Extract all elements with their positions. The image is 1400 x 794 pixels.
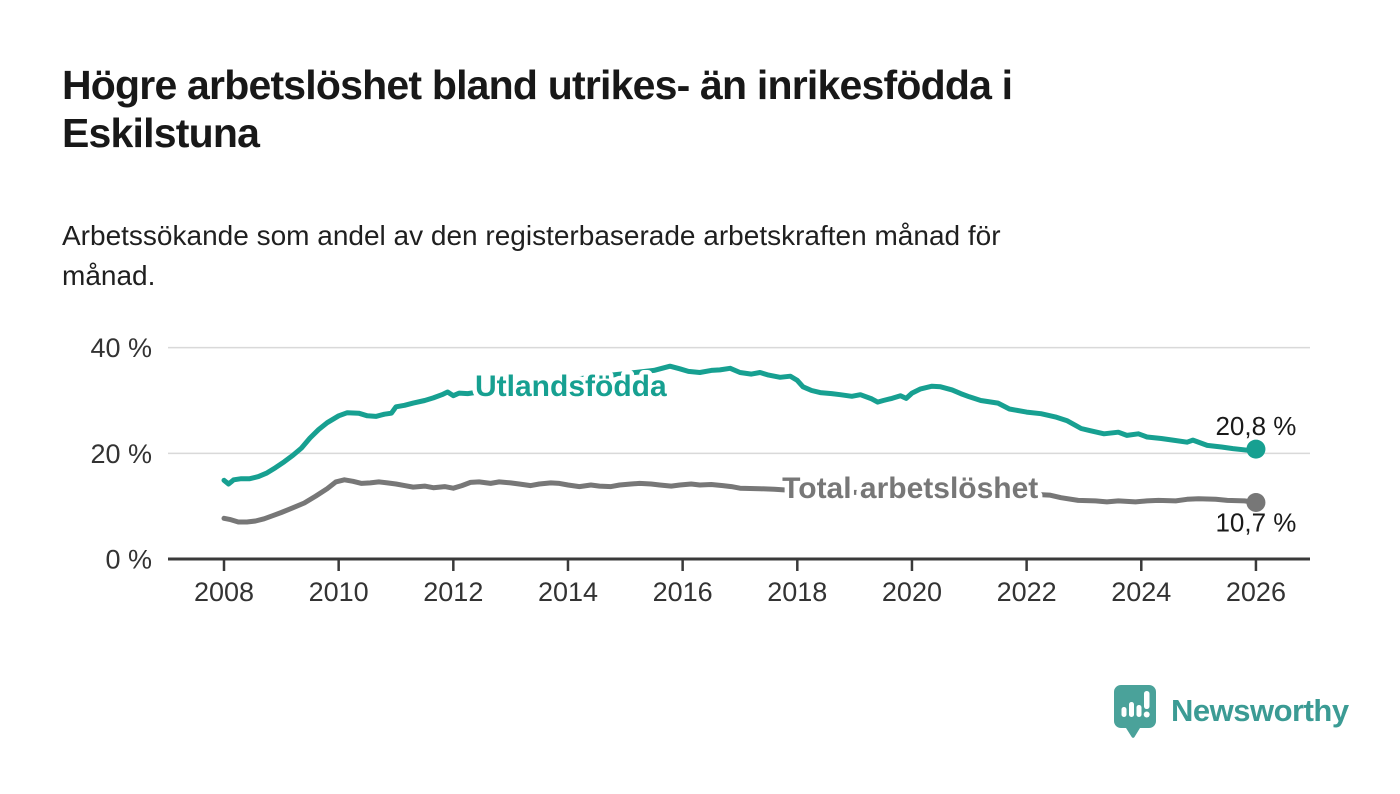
series-line-total <box>221 477 1259 525</box>
y-tick-label-0: 0 % <box>105 545 152 575</box>
x-tick-label-2022: 2022 <box>997 577 1057 607</box>
x-tick-label-2014: 2014 <box>538 577 598 607</box>
x-tick-label-2008: 2008 <box>194 577 254 607</box>
y-tick-label-40: 40 % <box>90 333 152 363</box>
end-dot-total <box>1246 492 1266 512</box>
series-label-utlandsfodda: Utlandsfödda <box>475 370 667 403</box>
speech-bubble-shape <box>1114 685 1156 738</box>
chart-title-line-1: Högre arbetslöshet bland utrikes- än inr… <box>62 62 1013 108</box>
line-chart: 0 % 20 % 40 % 2008 2010 2012 2014 2016 2018 2020 2… <box>90 333 1310 607</box>
newsworthy-logo-text: Newsworthy <box>1171 693 1349 728</box>
x-tick-label-2026: 2026 <box>1226 577 1286 607</box>
bar-3 <box>1136 705 1142 717</box>
chart-subtitle: Arbetssökande som andel av den registerb… <box>62 216 1262 296</box>
x-tick-label-2012: 2012 <box>423 577 483 607</box>
chart-subtitle-line-1: Arbetssökande som andel av den registerb… <box>62 220 1001 251</box>
series-line-utlandsfodda <box>221 363 1259 487</box>
newsworthy-speech-bubble-chart-icon <box>1114 685 1156 738</box>
end-dot-utlandsfodda <box>1246 439 1266 459</box>
x-tick-label-2016: 2016 <box>653 577 713 607</box>
exclamation-dot <box>1143 711 1150 718</box>
x-tick-label-2010: 2010 <box>309 577 369 607</box>
chart-title: Högre arbetslöshet bland utrikes- än inr… <box>62 62 1222 158</box>
bar-1 <box>1121 707 1127 717</box>
chart-subtitle-line-2: månad. <box>62 260 156 292</box>
end-value-label-utlandsfodda: 20,8 % <box>1215 411 1296 441</box>
y-tick-label-20: 20 % <box>90 439 152 469</box>
x-tick-label-2020: 2020 <box>882 577 942 607</box>
chart-title-line-2: Eskilstuna <box>62 109 260 156</box>
x-tick-label-2024: 2024 <box>1111 577 1171 607</box>
x-tick-label-2018: 2018 <box>767 577 827 607</box>
exclamation-bar <box>1144 691 1150 709</box>
series-label-total: Total arbetslöshet <box>782 472 1038 505</box>
end-value-label-total: 10,7 % <box>1215 507 1296 537</box>
bar-2 <box>1129 702 1134 717</box>
newsworthy-logo: Newsworthy <box>1112 682 1349 740</box>
